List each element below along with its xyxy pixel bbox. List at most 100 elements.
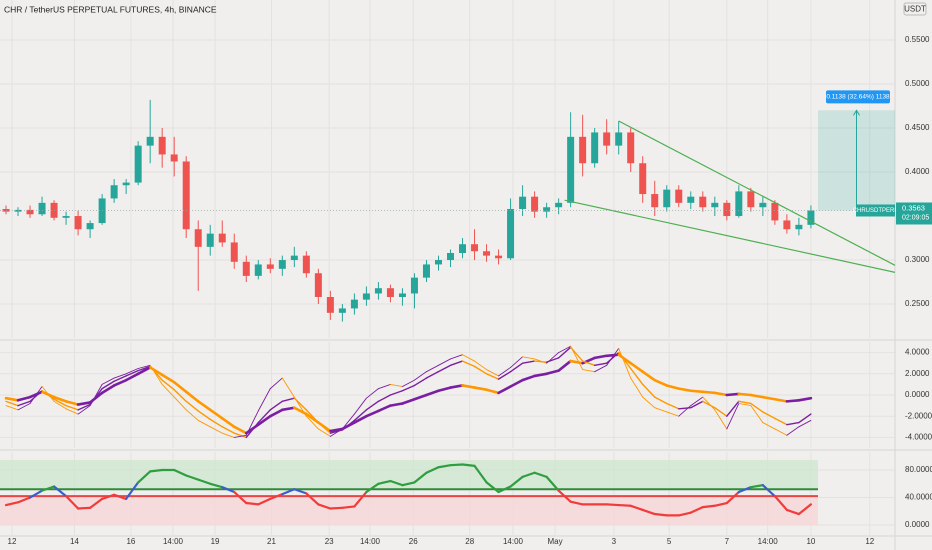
indicator-segment [257, 388, 271, 412]
indicator-segment [173, 468, 188, 477]
x-tick-label: 14:00 [758, 537, 779, 546]
indicator-segment [774, 428, 788, 436]
x-tick-label: 5 [667, 537, 672, 546]
indicator-segment [545, 475, 560, 492]
candle-body [26, 209, 34, 215]
indicator-segment [389, 402, 404, 407]
indicator-segment [497, 385, 512, 395]
indicator-segment [53, 398, 67, 407]
indicator-segment [665, 384, 681, 390]
indicator-segment [593, 354, 608, 360]
indicator-segment [112, 378, 128, 387]
indicator-segment [64, 495, 80, 510]
measure-label-box [826, 90, 890, 104]
candle-body [410, 277, 418, 294]
indicator-segment [185, 474, 200, 481]
indicator-segment [125, 481, 140, 500]
indicator-segment [389, 479, 404, 487]
indicator-segment [317, 421, 332, 434]
indicator-segment [401, 384, 416, 392]
indicator-segment [786, 426, 800, 436]
candle-body [663, 189, 671, 208]
indicator-segment [582, 369, 596, 373]
indicator-segment [413, 377, 428, 387]
candle-body [38, 202, 46, 215]
indicator-segment [401, 481, 416, 487]
candle-body [579, 136, 587, 164]
indicator-segment [762, 411, 776, 420]
zone-band [0, 460, 818, 490]
indicator-segment [546, 352, 560, 364]
candle-body [567, 136, 575, 203]
indicator-segment [4, 396, 20, 402]
candle-body [531, 196, 539, 212]
indicator-segment [533, 360, 548, 363]
indicator-segment [629, 361, 645, 373]
x-tick-label: 14:00 [360, 537, 381, 546]
indicator-segment [196, 400, 212, 412]
indicator-segment [149, 364, 163, 385]
indicator-segment [797, 503, 813, 516]
indicator-segment [593, 362, 608, 367]
indicator-segment [773, 495, 788, 512]
indicator-segment [666, 402, 680, 410]
candle-body [278, 260, 286, 269]
candle-body [495, 255, 503, 259]
indicator-segment [305, 409, 320, 424]
indicator-segment [208, 408, 224, 420]
y-tick-label: -4.0000 [905, 433, 932, 442]
indicator-segment [64, 400, 80, 406]
x-tick-label: 16 [126, 537, 135, 546]
indicator-segment [533, 372, 548, 378]
candle-body [422, 264, 430, 278]
indicator-segment [714, 409, 728, 430]
indicator-segment [437, 364, 452, 373]
x-tick-label: 28 [465, 537, 474, 546]
indicator-segment [534, 358, 548, 364]
candle-body [326, 296, 334, 313]
candle-body [735, 191, 743, 217]
y-tick-label: 0.5500 [905, 35, 930, 44]
indicator-segment [521, 360, 536, 364]
indicator-segment [701, 504, 716, 509]
indicator-segment [221, 426, 235, 434]
y-tick-label: 0.0000 [905, 390, 930, 399]
candle-body [86, 223, 94, 230]
indicator-segment [738, 400, 752, 405]
indicator-segment [449, 384, 464, 389]
candle-body [314, 273, 322, 297]
indicator-segment [485, 388, 500, 395]
indicator-segment [173, 389, 187, 403]
indicator-segment [257, 409, 272, 424]
indicator-segment [16, 395, 32, 402]
countdown-label: 02:09:05 [902, 214, 929, 221]
indicator-segment [161, 379, 175, 391]
indicator-segment [389, 383, 403, 387]
indicator-segment [557, 489, 572, 503]
indicator-segment [473, 464, 488, 484]
indicator-segment [185, 409, 199, 421]
indicator-segment [798, 419, 812, 428]
indicator-segment [101, 377, 115, 385]
indicator-segment [293, 488, 308, 495]
candle-body [242, 261, 250, 276]
indicator-segment [630, 367, 644, 386]
indicator-segment [257, 497, 272, 506]
indicator-segment [642, 396, 656, 409]
unit-box [903, 2, 927, 16]
y-tick-label: -2.0000 [905, 411, 932, 420]
symbol-label-box [856, 204, 895, 217]
x-tick-label: 7 [725, 537, 730, 546]
x-tick-label: May [547, 537, 562, 546]
indicator-segment [701, 390, 717, 395]
candle-body [62, 216, 70, 218]
indicator-segment [269, 377, 283, 390]
indicator-segment [749, 484, 764, 489]
last-price-label: 0.3563 [902, 203, 925, 212]
x-tick-label: 12 [8, 537, 17, 546]
indicator-segment [281, 406, 296, 412]
indicator-segment [690, 400, 704, 409]
candle-body [555, 202, 563, 208]
indicator-segment [798, 413, 812, 424]
